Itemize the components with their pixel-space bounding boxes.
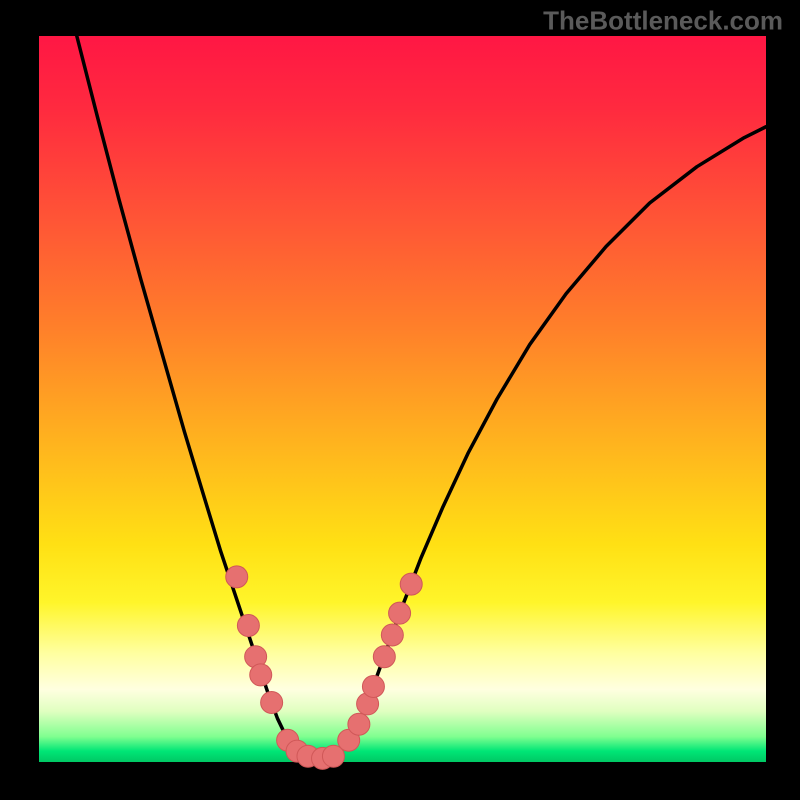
watermark-text: TheBottleneck.com [543, 5, 783, 35]
data-marker [237, 615, 259, 637]
data-marker [389, 602, 411, 624]
data-marker [250, 664, 272, 686]
data-marker [381, 624, 403, 646]
data-marker [226, 566, 248, 588]
data-marker [362, 676, 384, 698]
bottleneck-chart: TheBottleneck.com [0, 0, 800, 800]
plot-gradient-background [39, 36, 766, 762]
data-marker [400, 573, 422, 595]
data-marker [348, 713, 370, 735]
chart-container: TheBottleneck.com [0, 0, 800, 800]
data-marker [261, 691, 283, 713]
data-marker [373, 646, 395, 668]
